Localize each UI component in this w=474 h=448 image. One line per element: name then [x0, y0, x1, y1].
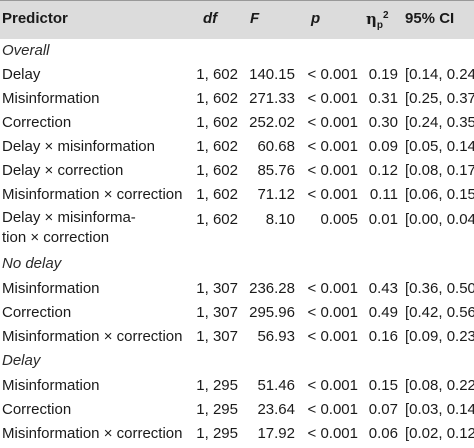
cell-predictor: Correction [2, 304, 72, 321]
cell-ci: [0.03, 0.14] [405, 401, 474, 418]
cell-F: 85.76 [257, 162, 295, 179]
cell-df: 1, 602 [196, 162, 238, 179]
cell-eta: 0.30 [368, 114, 398, 131]
cell-ci: [0.25, 0.37] [405, 90, 474, 107]
cell-df: 1, 307 [196, 280, 238, 297]
cell-eta: 0.01 [368, 211, 398, 228]
header-eta: ηp2 [366, 10, 389, 31]
cell-ci: [0.42, 0.56] [405, 304, 474, 321]
cell-ci: [0.36, 0.50] [405, 280, 474, 297]
cell-F: 271.33 [249, 90, 295, 107]
cell-predictor: Delay × misinformation [2, 138, 155, 155]
header-ci: 95% CI [405, 10, 455, 27]
cell-predictor-line2: tion × correction [2, 229, 110, 246]
cell-p: < 0.001 [307, 328, 358, 345]
cell-eta: 0.49 [368, 304, 398, 321]
cell-df: 1, 602 [196, 90, 238, 107]
cell-p: < 0.001 [307, 425, 358, 442]
cell-ci: [0.02, 0.12] [405, 425, 474, 442]
cell-ci: [0.06, 0.15] [405, 186, 474, 203]
cell-ci: [0.08, 0.17] [405, 162, 474, 179]
cell-df: 1, 295 [196, 377, 238, 394]
cell-df: 1, 602 [196, 114, 238, 131]
cell-ci: [0.00, 0.04] [405, 211, 474, 228]
cell-predictor: Misinformation × correction [2, 425, 183, 442]
cell-predictor-line1: Delay × misinforma- [2, 209, 136, 226]
cell-p: < 0.001 [307, 66, 358, 83]
cell-F: 56.93 [257, 328, 295, 345]
cell-F: 8.10 [265, 211, 295, 228]
cell-F: 17.92 [257, 425, 295, 442]
cell-df: 1, 295 [196, 425, 238, 442]
cell-predictor: Correction [2, 401, 72, 418]
cell-eta: 0.19 [368, 66, 398, 83]
cell-F: 140.15 [249, 66, 295, 83]
cell-eta: 0.07 [368, 401, 398, 418]
cell-predictor: Delay × correction [2, 162, 124, 179]
cell-F: 236.28 [249, 280, 295, 297]
cell-df: 1, 602 [196, 186, 238, 203]
cell-F: 23.64 [257, 401, 295, 418]
cell-df: 1, 307 [196, 304, 238, 321]
cell-p: < 0.001 [307, 186, 358, 203]
cell-eta: 0.15 [368, 377, 398, 394]
cell-predictor: Misinformation [2, 377, 100, 394]
cell-p: < 0.001 [307, 90, 358, 107]
cell-predictor: Misinformation × correction [2, 186, 183, 203]
cell-p: < 0.001 [307, 138, 358, 155]
cell-p: < 0.001 [307, 304, 358, 321]
cell-p: < 0.001 [307, 162, 358, 179]
header-df: df [203, 10, 218, 27]
cell-F: 252.02 [249, 114, 295, 131]
cell-df: 1, 602 [196, 138, 238, 155]
cell-F: 51.46 [257, 377, 295, 394]
cell-predictor: Misinformation [2, 280, 100, 297]
header-F: F [250, 10, 260, 27]
cell-eta: 0.11 [369, 186, 398, 203]
cell-p: < 0.001 [307, 280, 358, 297]
cell-eta: 0.06 [368, 425, 398, 442]
cell-ci: [0.09, 0.23] [405, 328, 474, 345]
cell-eta: 0.12 [368, 162, 398, 179]
table-header: Predictor df F p ηp2 95% CI [0, 0, 474, 39]
cell-F: 60.68 [257, 138, 295, 155]
section-no-delay: No delay [2, 255, 62, 272]
cell-df: 1, 602 [196, 211, 238, 228]
cell-df: 1, 307 [196, 328, 238, 345]
cell-p: < 0.001 [307, 401, 358, 418]
cell-F: 71.12 [257, 186, 295, 203]
cell-eta: 0.16 [368, 328, 398, 345]
cell-df: 1, 295 [196, 401, 238, 418]
cell-predictor: Misinformation [2, 90, 100, 107]
cell-predictor: Misinformation × correction [2, 328, 183, 345]
cell-eta: 0.31 [368, 90, 398, 107]
section-overall: Overall [2, 42, 50, 59]
cell-ci: [0.08, 0.22] [405, 377, 474, 394]
cell-ci: [0.24, 0.35] [405, 114, 474, 131]
cell-p: < 0.001 [307, 114, 358, 131]
header-p: p [311, 10, 321, 27]
cell-df: 1, 602 [196, 66, 238, 83]
cell-predictor: Delay [2, 66, 41, 83]
section-delay: Delay [2, 352, 41, 369]
header-predictor: Predictor [2, 10, 68, 27]
cell-eta: 0.09 [368, 138, 398, 155]
cell-p: < 0.001 [307, 377, 358, 394]
cell-eta: 0.43 [368, 280, 398, 297]
cell-F: 295.96 [249, 304, 295, 321]
cell-predictor: Correction [2, 114, 72, 131]
cell-ci: [0.14, 0.24] [405, 66, 474, 83]
cell-ci: [0.05, 0.14] [405, 138, 474, 155]
cell-p: 0.005 [320, 211, 358, 228]
